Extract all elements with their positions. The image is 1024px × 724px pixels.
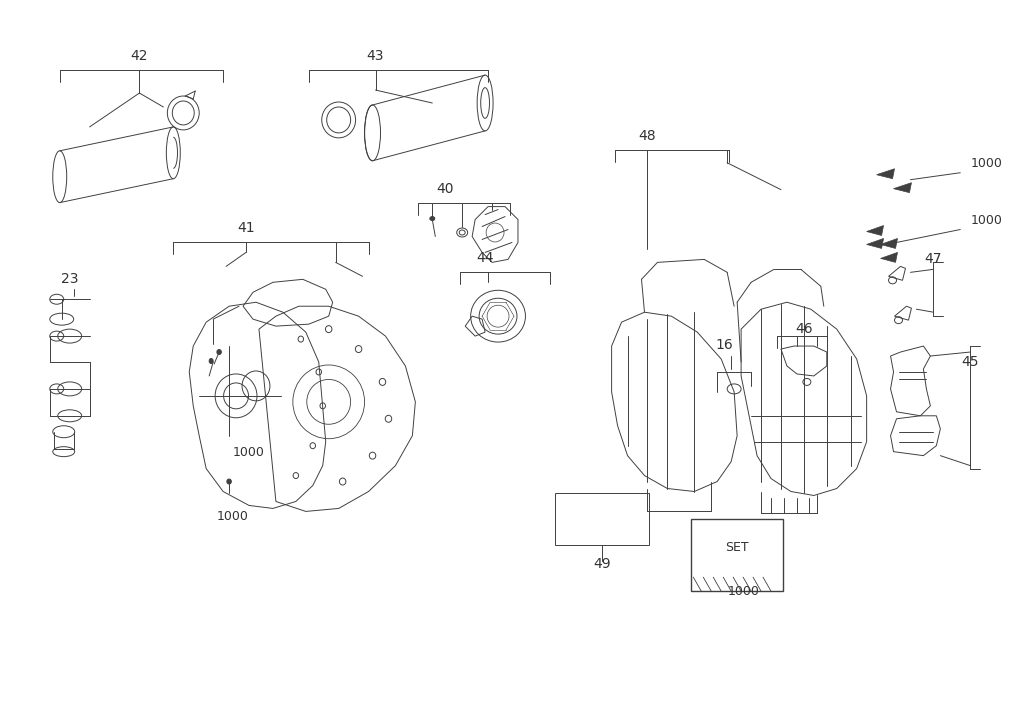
Polygon shape — [881, 253, 897, 262]
Text: 41: 41 — [238, 222, 255, 235]
Text: 49: 49 — [593, 557, 610, 571]
Text: 23: 23 — [61, 272, 79, 286]
Ellipse shape — [209, 358, 213, 363]
Text: 42: 42 — [131, 49, 148, 63]
Text: 1000: 1000 — [970, 156, 1002, 169]
Text: 1000: 1000 — [728, 585, 760, 598]
Text: 45: 45 — [962, 355, 979, 369]
Text: 16: 16 — [716, 338, 733, 352]
Text: 1000: 1000 — [970, 214, 1002, 227]
Text: 44: 44 — [476, 251, 494, 266]
Text: 43: 43 — [367, 49, 384, 63]
Text: SET: SET — [725, 542, 749, 555]
Text: 47: 47 — [925, 253, 942, 266]
Polygon shape — [877, 169, 895, 179]
Polygon shape — [866, 238, 884, 248]
Ellipse shape — [227, 479, 231, 484]
Text: 1000: 1000 — [217, 510, 249, 523]
Bar — [691, 519, 783, 591]
Bar — [555, 494, 649, 545]
Text: 48: 48 — [639, 129, 656, 143]
Polygon shape — [894, 182, 911, 193]
Text: 46: 46 — [795, 322, 813, 336]
Polygon shape — [866, 225, 884, 235]
Text: 1000: 1000 — [233, 446, 265, 458]
Polygon shape — [881, 238, 897, 248]
Ellipse shape — [217, 350, 221, 355]
Ellipse shape — [430, 216, 435, 221]
Text: 40: 40 — [436, 182, 454, 195]
